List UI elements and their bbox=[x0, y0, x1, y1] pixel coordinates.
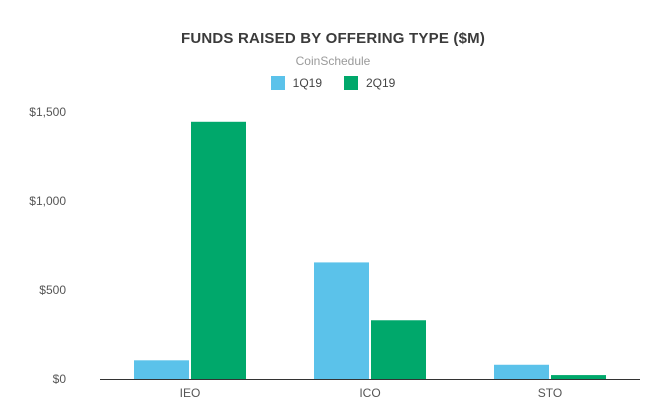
legend-label-2q19: 2Q19 bbox=[366, 76, 396, 90]
y-tick-label: $1,000 bbox=[29, 194, 66, 208]
chart-legend: 1Q19 2Q19 bbox=[0, 76, 666, 90]
bar-1q19-ico bbox=[314, 262, 369, 379]
legend-swatch-1q19 bbox=[270, 76, 285, 90]
x-tick-label: IEO bbox=[180, 386, 201, 400]
y-tick-label: $500 bbox=[39, 283, 66, 297]
bar-2q19-ico bbox=[371, 320, 426, 379]
bar-2q19-ieo bbox=[191, 121, 246, 379]
chart-title: FUNDS RAISED BY OFFERING TYPE ($M) bbox=[180, 30, 486, 47]
bar-2q19-sto bbox=[551, 375, 606, 379]
y-tick-label: $1,500 bbox=[29, 105, 66, 119]
bar-1q19-sto bbox=[494, 364, 549, 379]
chart-subtitle: CoinSchedule bbox=[295, 54, 371, 68]
legend-item-2q19: 2Q19 bbox=[344, 76, 395, 90]
bar-1q19-ieo bbox=[134, 360, 189, 379]
y-tick-label: $0 bbox=[53, 372, 67, 386]
x-tick-label: ICO bbox=[359, 386, 380, 400]
legend-item-1q19: 1Q19 bbox=[270, 76, 322, 90]
x-tick-label: STO bbox=[538, 386, 562, 400]
legend-label-1q19: 1Q19 bbox=[292, 76, 322, 90]
legend-swatch-2q19 bbox=[344, 76, 358, 90]
